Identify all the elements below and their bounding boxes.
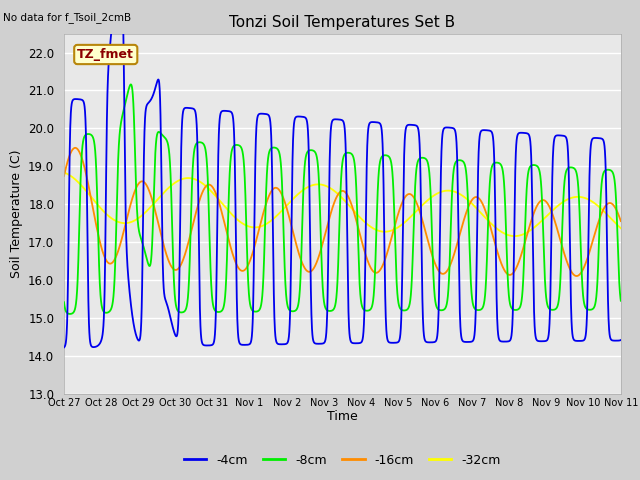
X-axis label: Time: Time bbox=[327, 410, 358, 423]
Y-axis label: Soil Temperature (C): Soil Temperature (C) bbox=[10, 149, 22, 278]
Title: Tonzi Soil Temperatures Set B: Tonzi Soil Temperatures Set B bbox=[229, 15, 456, 30]
Legend: -4cm, -8cm, -16cm, -32cm: -4cm, -8cm, -16cm, -32cm bbox=[184, 454, 501, 467]
Text: TZ_fmet: TZ_fmet bbox=[77, 48, 134, 61]
Text: No data for f_Tsoil_2cmB: No data for f_Tsoil_2cmB bbox=[3, 12, 131, 23]
